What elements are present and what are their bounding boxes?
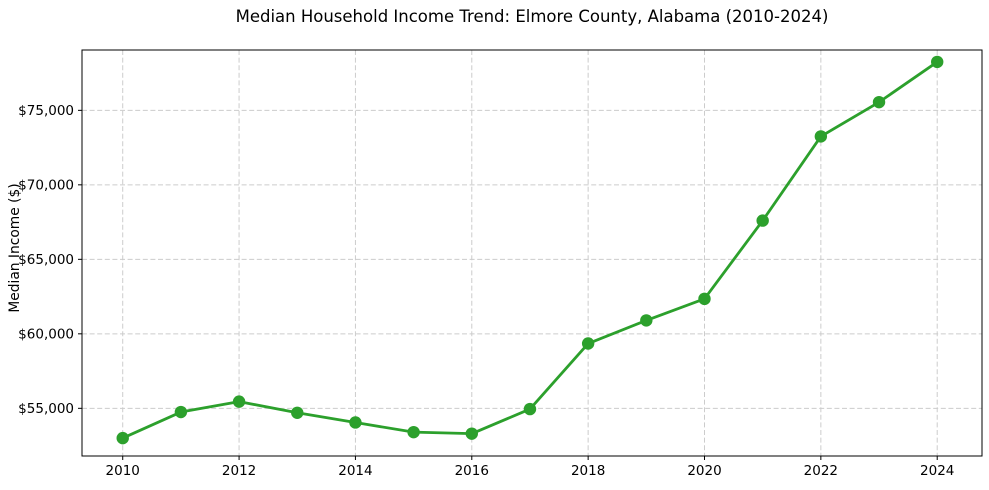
x-tick-label: 2022 xyxy=(804,463,838,479)
y-tick-label: $75,000 xyxy=(18,103,74,119)
data-point xyxy=(232,395,246,408)
y-tick-label: $60,000 xyxy=(18,326,74,342)
x-tick-label: 2018 xyxy=(571,463,605,479)
x-tick-label: 2012 xyxy=(222,463,256,479)
plot-border xyxy=(81,49,983,457)
data-point xyxy=(756,214,769,227)
chart-title: Median Household Income Trend: Elmore Co… xyxy=(235,7,829,26)
x-tick-label: 2010 xyxy=(106,463,140,479)
data-point xyxy=(640,314,653,327)
data-point xyxy=(581,337,595,350)
x-tick-label: 2014 xyxy=(338,463,372,479)
data-point xyxy=(698,292,711,306)
data-point xyxy=(291,406,304,419)
x-tick-label: 2020 xyxy=(687,463,721,479)
data-point xyxy=(931,55,944,69)
data-point xyxy=(407,425,420,439)
trend-line xyxy=(121,60,939,440)
y-tick-label: $65,000 xyxy=(18,252,74,268)
data-point xyxy=(814,130,828,143)
data-point xyxy=(349,416,362,429)
y-axis-label: Median Income ($) xyxy=(7,183,23,313)
data-point xyxy=(872,95,886,109)
y-tick-label: $70,000 xyxy=(18,177,74,193)
x-tick-label: 2016 xyxy=(455,463,489,479)
data-point xyxy=(523,402,537,416)
data-point xyxy=(116,431,129,445)
y-tick-label: $55,000 xyxy=(18,401,74,417)
data-point xyxy=(465,427,478,440)
x-tick-label: 2024 xyxy=(920,463,954,479)
data-point xyxy=(174,405,188,419)
